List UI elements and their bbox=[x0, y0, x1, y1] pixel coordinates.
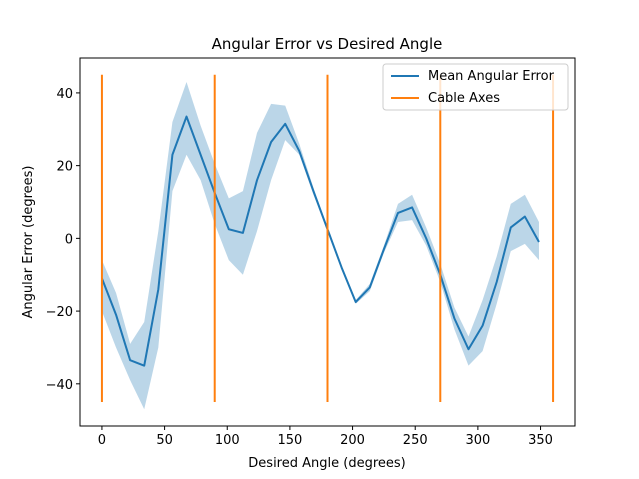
x-axis: 0 50 100 150 200 250 300 350 bbox=[98, 426, 553, 448]
legend-label-cable: Cable Axes bbox=[428, 91, 500, 106]
y-axis: −40 −20 0 20 40 bbox=[46, 87, 80, 393]
legend: Mean Angular Error Cable Axes bbox=[382, 63, 569, 111]
plot-area bbox=[100, 74, 555, 410]
y-tick-label: 0 bbox=[65, 232, 73, 247]
y-tick-label: −20 bbox=[46, 305, 73, 320]
y-tick-label: 40 bbox=[56, 87, 73, 102]
y-axis-label: Angular Error (degrees) bbox=[21, 166, 36, 319]
x-tick-label: 150 bbox=[277, 433, 302, 448]
x-tick-label: 0 bbox=[98, 433, 106, 448]
x-axis-label: Desired Angle (degrees) bbox=[248, 456, 405, 471]
plot-frame bbox=[79, 57, 576, 427]
x-tick-label: 250 bbox=[403, 433, 428, 448]
legend-box bbox=[382, 63, 569, 111]
x-tick-label: 350 bbox=[528, 433, 553, 448]
x-tick-label: 50 bbox=[156, 433, 173, 448]
error-band bbox=[101, 82, 539, 410]
y-tick-label: 20 bbox=[56, 160, 73, 175]
legend-label-mean: Mean Angular Error bbox=[428, 69, 555, 84]
chart-title: Angular Error vs Desired Angle bbox=[212, 35, 443, 53]
x-tick-label: 300 bbox=[465, 433, 490, 448]
y-tick-label: −40 bbox=[46, 378, 73, 393]
x-tick-label: 200 bbox=[340, 433, 365, 448]
x-tick-label: 100 bbox=[215, 433, 240, 448]
mean-error-line bbox=[100, 115, 540, 367]
